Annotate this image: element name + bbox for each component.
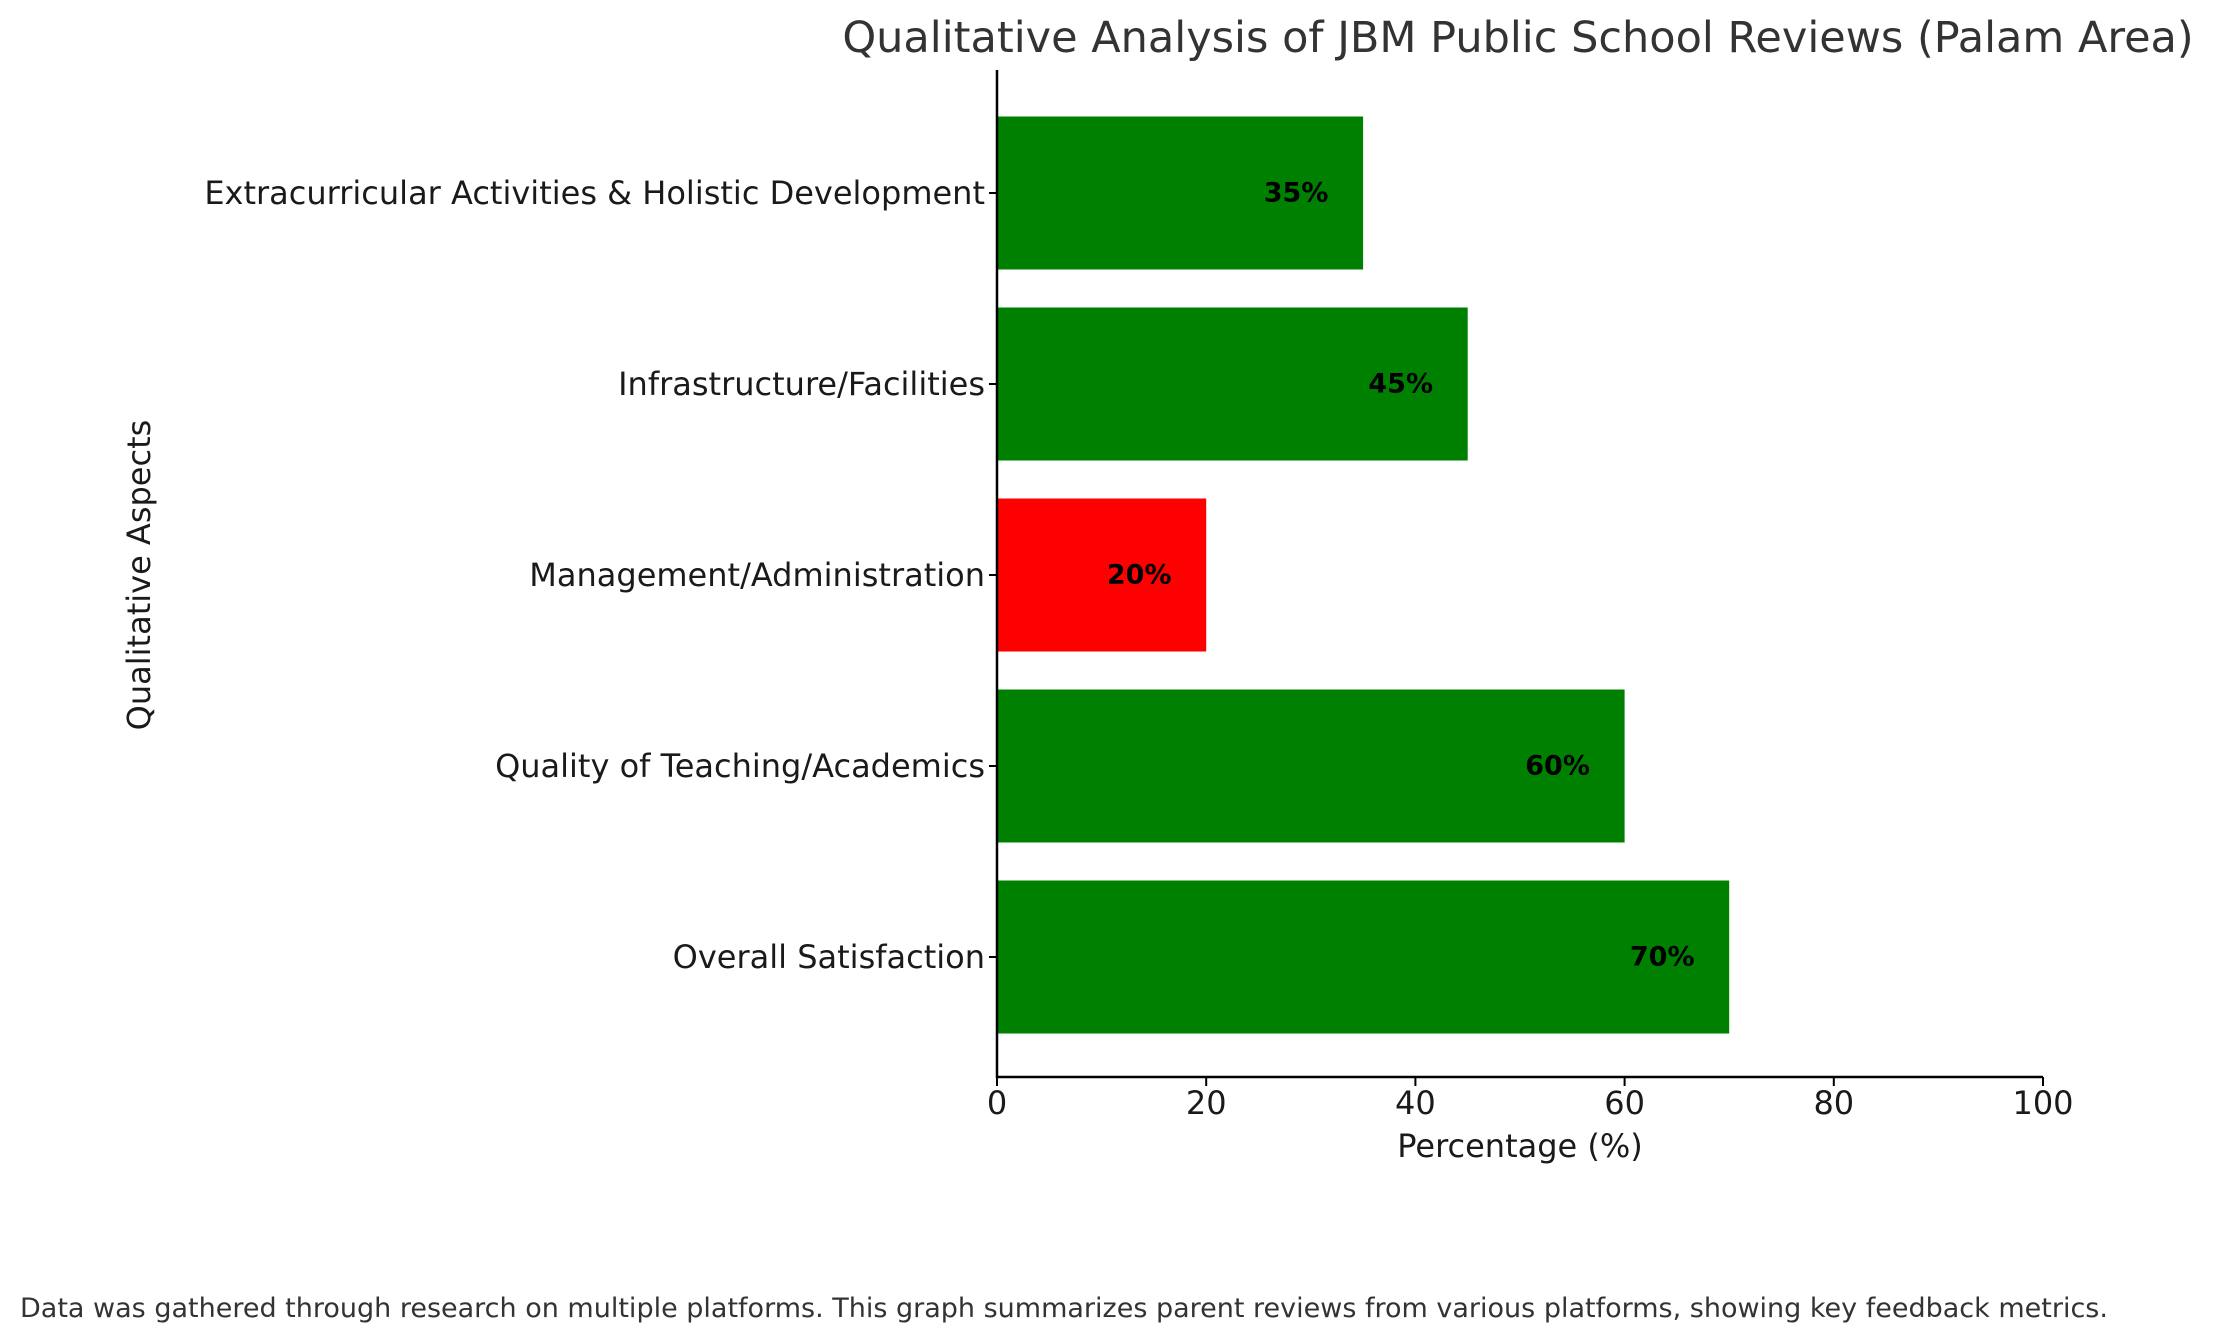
footnote: Data was gathered through research on mu… <box>20 1293 2108 1324</box>
bar <box>997 498 1207 652</box>
x-axis-ticks: 0 20 40 60 80 100 <box>987 1077 2074 1122</box>
x-axis-label: Percentage (%) <box>1397 1127 1643 1165</box>
x-tick-label: 20 <box>1186 1084 1227 1122</box>
bar <box>997 307 1468 461</box>
bar-value-label: 70% <box>1630 942 1695 973</box>
x-tick-label: 40 <box>1395 1084 1436 1122</box>
bar-value-label: 20% <box>1107 560 1172 591</box>
bar <box>997 689 1625 843</box>
x-tick-label: 60 <box>1604 1084 1645 1122</box>
x-tick-label: 100 <box>2012 1084 2073 1122</box>
y-axis-label: Qualitative Aspects <box>120 420 158 731</box>
y-tick-label: Management/Administration <box>529 556 985 594</box>
bars-group <box>997 116 1730 1034</box>
y-tick-label: Infrastructure/Facilities <box>618 365 985 403</box>
y-axis-ticks: Overall Satisfaction Quality of Teaching/… <box>204 174 997 976</box>
x-tick-label: 80 <box>1813 1084 1854 1122</box>
y-tick-label: Quality of Teaching/Academics <box>495 747 985 785</box>
bar <box>997 880 1730 1034</box>
chart-title: Qualitative Analysis of JBM Public Schoo… <box>842 13 2193 63</box>
x-tick-label: 0 <box>987 1084 1007 1122</box>
bar <box>997 116 1364 270</box>
bar-value-label: 45% <box>1368 369 1433 400</box>
y-tick-label: Overall Satisfaction <box>673 938 985 976</box>
y-tick-label: Extracurricular Activities & Holistic De… <box>204 174 985 212</box>
bar-labels-group: 70% 60% 20% 45% 35% <box>1107 178 1695 973</box>
bar-value-label: 35% <box>1264 178 1329 209</box>
bar-value-label: 60% <box>1525 751 1590 782</box>
